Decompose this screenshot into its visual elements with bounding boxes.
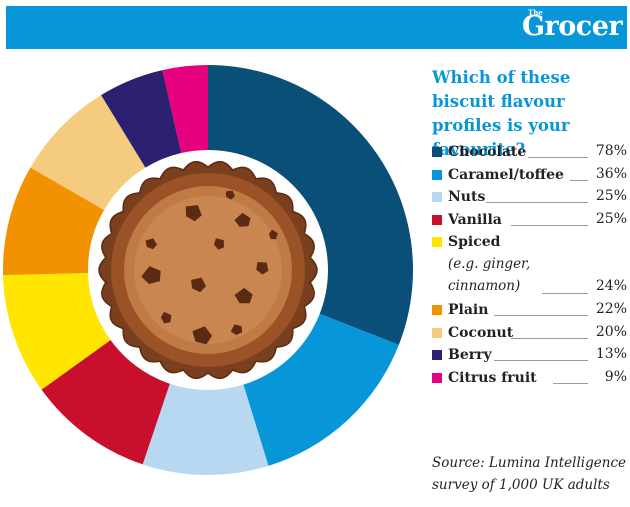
legend-swatch (432, 169, 442, 180)
donut-slice-chocolate (208, 65, 413, 345)
legend-value: 36% (595, 165, 627, 182)
chocolate-chip (185, 205, 202, 222)
chocolate-chips (141, 190, 278, 345)
legend-label: Plain (448, 302, 489, 318)
brand-small-text: The (528, 8, 543, 17)
chocolate-chip (256, 262, 269, 275)
legend-label: Citrus fruit (448, 369, 537, 386)
chart-title: Which of these biscuit flavour profiles … (432, 68, 571, 159)
legend-label: Vanilla (448, 211, 502, 228)
legend-item: Citrus fruit 9% (432, 368, 628, 391)
legend-value: 13% (595, 346, 627, 362)
legend-leader-line (510, 337, 588, 339)
chocolate-chip (213, 238, 224, 250)
chocolate-chip (145, 238, 158, 250)
legend-leader-line (510, 224, 588, 226)
legend-item: Plain 22% (432, 300, 628, 323)
chocolate-chip (192, 326, 213, 345)
donut-slices (3, 65, 413, 475)
legend-label: Chocolate (448, 144, 527, 160)
donut-slice-plain (3, 167, 105, 276)
legend-value: 22% (595, 301, 627, 317)
legend-item: Berry 13% (432, 345, 628, 368)
donut-chart (3, 65, 413, 475)
brand-logo: Grocer (522, 11, 623, 42)
chocolate-chip (230, 324, 243, 336)
legend-leader-line (569, 179, 588, 181)
legend-swatch (432, 372, 442, 383)
legend-item: Coconut 20% (432, 323, 628, 346)
legend: Chocolate 78% Caramel/toffee 36% Nuts 25% Vani… (432, 142, 628, 390)
donut-slice-caramel-toffee (243, 313, 399, 466)
chocolate-chip (268, 229, 278, 240)
legend-item: Chocolate 78% (432, 142, 628, 165)
chocolate-chip (225, 190, 235, 200)
chocolate-chip (160, 311, 172, 324)
legend-item: Spiced (e.g. ginger, cinnamon) 24% (432, 232, 628, 300)
donut-slice-nuts (142, 383, 269, 475)
legend-swatch (432, 192, 442, 202)
legend-value: 25% (595, 210, 627, 227)
chocolate-chip (141, 266, 161, 284)
legend-swatch (432, 214, 442, 225)
legend-value: 9% (604, 368, 627, 385)
donut-slice-berry (101, 70, 182, 168)
legend-label: Nuts (448, 189, 486, 205)
cookie-center (134, 196, 282, 344)
source-note: Source: Lumina Intelligence survey of 1,… (432, 455, 626, 493)
donut-slice-spiced (3, 272, 111, 390)
donut-slice-vanilla (41, 340, 170, 465)
donut-slice-citrus-fruit (162, 65, 208, 154)
legend-value: 24% (595, 278, 627, 294)
legend-item: Caramel/toffee 36% (432, 165, 628, 188)
donut-slice-coconut (30, 95, 146, 210)
legend-leader-line (552, 382, 588, 384)
legend-leader-line (494, 360, 588, 361)
legend-value: 78% (595, 143, 627, 159)
legend-label: Berry (448, 347, 492, 363)
legend-swatch (432, 327, 442, 338)
chocolate-chip (234, 287, 253, 304)
cookie-illustration (98, 160, 318, 380)
legend-swatch (432, 237, 442, 247)
legend-swatch (432, 147, 442, 157)
legend-label: Caramel/toffee (448, 166, 564, 183)
legend-item: Vanilla 25% (432, 210, 628, 233)
legend-item: Nuts 25% (432, 187, 628, 210)
legend-swatch (432, 350, 442, 360)
legend-leader-line (527, 157, 588, 158)
header-bar: The Grocer (6, 6, 627, 49)
legend-value: 25% (595, 188, 627, 204)
legend-leader-line (542, 293, 588, 294)
legend-leader-line (494, 315, 588, 316)
legend-swatch (432, 305, 442, 315)
legend-value: 20% (595, 323, 627, 340)
legend-note: (e.g. ginger, cinnamon) (448, 256, 531, 294)
legend-label: Spiced (448, 234, 501, 250)
chocolate-chip (191, 277, 206, 293)
legend-leader-line (485, 202, 588, 203)
chocolate-chip (234, 212, 251, 227)
legend-label: Coconut (448, 324, 514, 341)
